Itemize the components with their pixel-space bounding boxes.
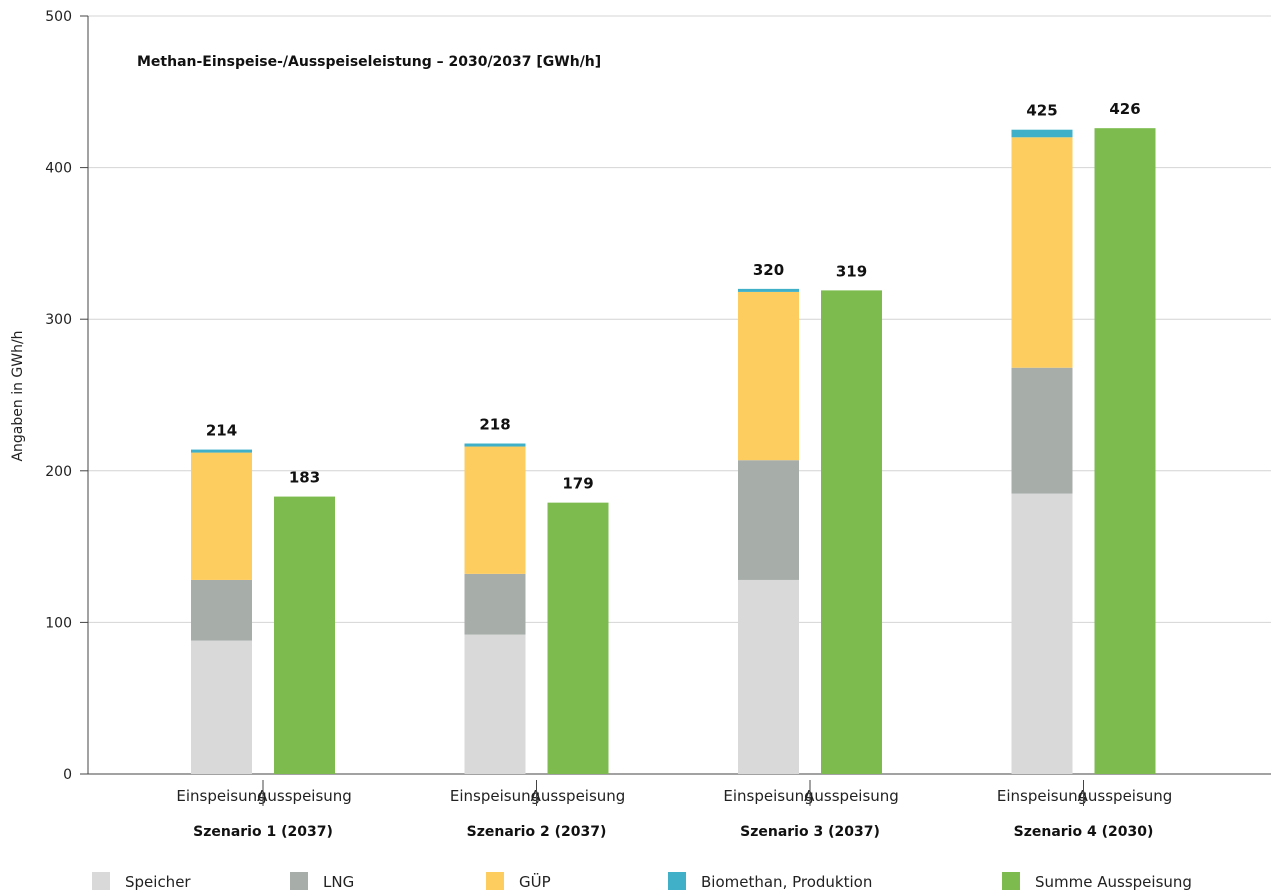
y-tick-label: 200: [45, 464, 72, 480]
bar-segment-güp: [738, 291, 799, 461]
legend-label: Biomethan, Produktion: [701, 873, 872, 891]
x-sub-label-ausspeisung: Ausspeisung: [257, 787, 352, 805]
y-tick-label: 500: [45, 9, 72, 25]
legend-swatch: [290, 872, 308, 890]
x-group-label: Szenario 2 (2037): [467, 824, 607, 840]
x-sub-label-ausspeisung: Ausspeisung: [804, 787, 899, 805]
bar-segment-biomethan-produktion: [738, 288, 799, 292]
bar-segment-biomethan-produktion: [464, 443, 526, 447]
total-label-einspeisung: 218: [479, 416, 510, 434]
bar-segment-lng: [464, 573, 526, 635]
bar-summe-ausspeisung: [547, 502, 609, 774]
y-tick-label: 300: [45, 312, 72, 328]
y-tick-label: 400: [45, 161, 72, 177]
x-group-label: Szenario 3 (2037): [740, 824, 880, 840]
bar-summe-ausspeisung: [1094, 128, 1156, 774]
total-label-einspeisung: 214: [206, 422, 237, 440]
bar-segment-lng: [191, 579, 252, 641]
legend-label: Summe Ausspeisung: [1035, 873, 1192, 891]
bar-layer: [191, 128, 1156, 774]
bar-segment-güp: [1011, 137, 1073, 368]
total-label-ausspeisung: 183: [289, 469, 320, 487]
bar-segment-speicher: [191, 640, 252, 774]
legend-swatch: [1002, 872, 1020, 890]
legend-label: GÜP: [519, 872, 551, 891]
legend: Speicher LNG GÜP Biomethan, Produktion Summe…: [92, 872, 1192, 891]
bar-summe-ausspeisung: [821, 290, 882, 774]
total-label-einspeisung: 425: [1026, 102, 1057, 120]
bar-segment-lng: [1011, 367, 1073, 494]
legend-label: LNG: [323, 873, 354, 891]
bar-segment-biomethan-produktion: [191, 449, 252, 453]
x-group-label: Szenario 1 (2037): [193, 824, 333, 840]
x-sub-label-einspeisung: Einspeisung: [176, 787, 266, 805]
bar-segment-güp: [191, 452, 252, 580]
legend-label: Speicher: [125, 873, 191, 891]
total-label-einspeisung: 320: [753, 261, 784, 279]
legend-swatch: [486, 872, 504, 890]
y-tick-label: 100: [45, 615, 72, 631]
y-axis-title: Angaben in GWh/h: [10, 330, 26, 461]
total-label-ausspeisung: 179: [562, 475, 593, 493]
y-tick-label: 0: [63, 767, 72, 783]
axis-layer: Angaben in GWh/h 0 100 200 300 400 500: [10, 9, 1271, 783]
x-sub-label-ausspeisung: Ausspeisung: [1078, 787, 1173, 805]
grid-layer: [88, 15, 1271, 623]
bar-summe-ausspeisung: [274, 496, 335, 774]
chart-title: Methan-Einspeise-/Ausspeiseleistung – 20…: [137, 54, 601, 70]
x-sub-label-einspeisung: Einspeisung: [723, 787, 813, 805]
bar-segment-lng: [738, 460, 799, 580]
bar-segment-speicher: [738, 579, 799, 774]
bar-segment-speicher: [464, 634, 526, 774]
x-sub-label-einspeisung: Einspeisung: [997, 787, 1087, 805]
legend-swatch: [92, 872, 110, 890]
x-sub-label-einspeisung: Einspeisung: [450, 787, 540, 805]
bar-segment-biomethan-produktion: [1011, 129, 1073, 138]
total-label-ausspeisung: 319: [836, 262, 867, 280]
bar-segment-güp: [464, 446, 526, 574]
bar-segment-speicher: [1011, 493, 1073, 774]
x-sub-label-ausspeisung: Ausspeisung: [531, 787, 626, 805]
legend-swatch: [668, 872, 686, 890]
total-label-ausspeisung: 426: [1109, 100, 1140, 118]
x-group-label: Szenario 4 (2030): [1014, 824, 1154, 840]
